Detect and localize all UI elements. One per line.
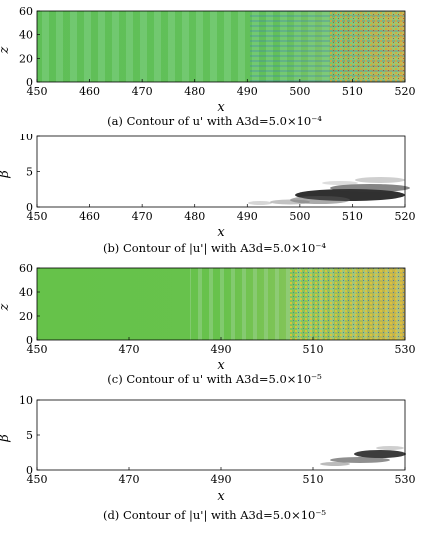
contour-blobs-b [248, 177, 410, 205]
x-tick-label: 480 [184, 85, 205, 98]
x-tick-label: 480 [184, 210, 205, 223]
y-tick-label: 5 [26, 166, 33, 179]
y-tick-label: 10 [19, 394, 33, 407]
y-tick-label: 20 [19, 52, 33, 65]
caption-d: (d) Contour of |u'| with A3d=5.0×10⁻⁵ [102, 508, 327, 522]
plot-a: 450 460 470 480 490 500 510 520 0 20 40 60 x z [0, 5, 416, 115]
y-tick-label: 0 [26, 201, 33, 214]
x-tick-label: 460 [79, 85, 100, 98]
x-tick-label: 450 [27, 85, 48, 98]
plot-c: 450 470 490 510 530 0 20 40 60 x z [0, 262, 416, 373]
y-tick-label: 0 [26, 464, 33, 477]
x-tick-label: 510 [303, 473, 324, 486]
x-tick-label: 500 [289, 85, 310, 98]
y-tick-label: 0 [26, 334, 33, 347]
axis-label-y-c: z [0, 303, 12, 311]
y-tick-label: 10 [19, 134, 33, 143]
axis-label-y-a: z [0, 46, 12, 54]
caption-a: (a) Contour of u' with A3d=5.0×10⁻⁴ [107, 114, 322, 128]
x-tick-label: 450 [27, 343, 48, 356]
x-tick-label: 510 [303, 343, 324, 356]
panel-c: 450 470 490 510 530 0 20 40 60 x z (c) Contour o… [0, 262, 429, 392]
caption-c: (c) Contour of u' with A3d=5.0×10⁻⁵ [107, 372, 322, 386]
x-tick-label: 490 [237, 210, 258, 223]
axis-label-y-d: β [0, 434, 12, 443]
contour-blobs-d [320, 446, 406, 466]
axis-label-x-b: x [217, 225, 225, 240]
axis-label-x-d: x [217, 489, 225, 504]
caption-b: (b) Contour of |u'| with A3d=5.0×10⁻⁴ [102, 241, 327, 255]
y-tick-label: 40 [19, 286, 33, 299]
x-tick-label: 490 [211, 473, 232, 486]
x-tick-label: 510 [342, 85, 363, 98]
x-tick-label: 500 [289, 210, 310, 223]
x-tick-label: 470 [119, 473, 140, 486]
panel-a: 450 460 470 480 490 500 510 520 0 20 40 60 x z (a) … [0, 0, 429, 134]
axis-label-y-b: β [0, 170, 12, 179]
axis-label-x-a: x [217, 100, 225, 115]
y-tick-label: 0 [26, 76, 33, 89]
y-tick-label: 20 [19, 310, 33, 323]
x-tick-label: 450 [27, 473, 48, 486]
x-tick-label: 530 [395, 343, 416, 356]
x-tick-label: 490 [211, 343, 232, 356]
y-tick-label: 60 [19, 5, 33, 18]
x-tick-label: 520 [395, 85, 416, 98]
x-tick-label: 530 [395, 473, 416, 486]
y-tick-label: 5 [26, 429, 33, 442]
x-tick-label: 470 [132, 210, 153, 223]
x-tick-label: 460 [79, 210, 100, 223]
x-tick-label: 510 [342, 210, 363, 223]
x-tick-label: 520 [395, 210, 416, 223]
y-tick-label: 40 [19, 29, 33, 42]
y-tick-label: 60 [19, 262, 33, 275]
axis-label-x-c: x [217, 358, 225, 373]
x-tick-label: 470 [119, 343, 140, 356]
x-tick-label: 470 [132, 85, 153, 98]
x-tick-label: 490 [237, 85, 258, 98]
x-tick-label: 450 [27, 210, 48, 223]
